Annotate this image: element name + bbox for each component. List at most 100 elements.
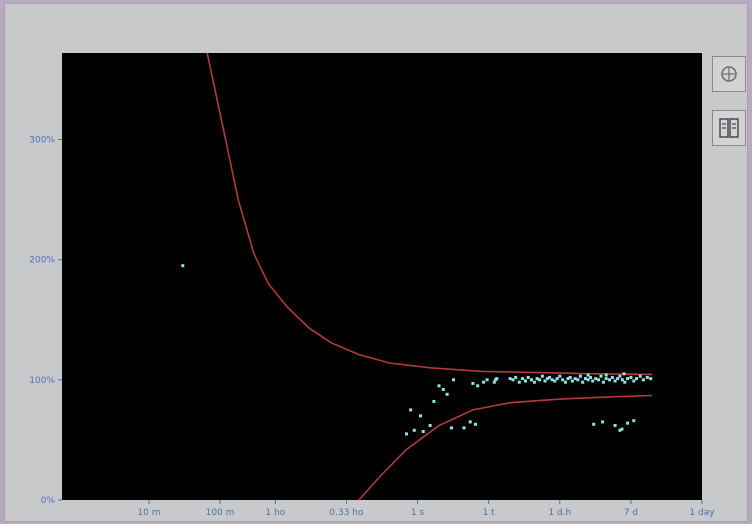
y-axis: 0% 100% 200% 300% bbox=[29, 136, 62, 506]
data-point bbox=[450, 426, 453, 430]
data-point bbox=[492, 380, 496, 384]
data-point bbox=[635, 377, 638, 381]
data-point bbox=[409, 408, 413, 412]
data-point bbox=[538, 378, 542, 382]
data-point bbox=[412, 428, 416, 432]
data-point bbox=[578, 374, 582, 378]
data-point bbox=[604, 373, 608, 377]
data-point bbox=[517, 380, 521, 384]
data-point bbox=[468, 420, 472, 424]
x-tick-label: 1 ho bbox=[265, 508, 285, 518]
data-point bbox=[428, 424, 432, 427]
data-point bbox=[610, 375, 614, 379]
data-point bbox=[586, 373, 590, 377]
data-point bbox=[540, 374, 544, 378]
data-point bbox=[618, 428, 622, 432]
zoom-icon bbox=[721, 66, 737, 82]
data-point bbox=[584, 377, 587, 381]
data-point bbox=[589, 375, 592, 379]
curve-lower bbox=[358, 394, 653, 501]
panel-icon bbox=[719, 118, 739, 138]
data-point bbox=[581, 380, 585, 384]
data-point bbox=[471, 381, 475, 385]
data-point bbox=[432, 400, 436, 403]
data-point bbox=[543, 379, 547, 383]
data-point bbox=[437, 384, 441, 388]
data-point bbox=[561, 378, 565, 382]
data-point bbox=[629, 375, 633, 379]
data-point bbox=[570, 379, 574, 383]
x-axis: 10 m 100 m 1 ho 0.33 ho 1 s 1 t 1 d.h 7 d 1 day bbox=[137, 500, 715, 518]
points-layer bbox=[181, 264, 653, 436]
curves-layer bbox=[206, 52, 653, 501]
data-point bbox=[558, 374, 562, 378]
data-point bbox=[626, 377, 630, 381]
x-tick-label: 1 s bbox=[411, 508, 425, 518]
x-tick-label: 100 m bbox=[206, 508, 235, 518]
data-point bbox=[441, 388, 445, 391]
data-point bbox=[622, 372, 626, 376]
data-point bbox=[599, 374, 603, 378]
data-point bbox=[553, 379, 557, 383]
data-point bbox=[555, 377, 559, 381]
data-point bbox=[548, 375, 552, 379]
plot-area bbox=[62, 53, 702, 500]
data-point bbox=[641, 378, 645, 382]
y-tick-label: 200% bbox=[29, 256, 55, 266]
x-tick-label: 7 d bbox=[624, 508, 638, 518]
data-point bbox=[535, 377, 539, 381]
data-point bbox=[613, 424, 617, 427]
data-point bbox=[601, 420, 605, 424]
data-point bbox=[645, 375, 649, 379]
data-point bbox=[452, 378, 455, 382]
data-point bbox=[616, 377, 620, 381]
data-point bbox=[550, 378, 554, 382]
data-point bbox=[591, 379, 595, 383]
data-point bbox=[485, 378, 489, 382]
data-point bbox=[445, 392, 449, 396]
zoom-button[interactable] bbox=[712, 56, 746, 92]
data-point bbox=[566, 377, 570, 381]
x-tick-label: 1 d.h bbox=[548, 508, 571, 518]
x-tick-label: 0.33 ho bbox=[329, 508, 364, 518]
data-point bbox=[620, 378, 624, 382]
data-point bbox=[594, 377, 598, 381]
y-tick-label: 100% bbox=[29, 376, 55, 386]
data-point bbox=[526, 375, 530, 379]
y-tick-label: 300% bbox=[29, 136, 55, 146]
data-point bbox=[511, 378, 515, 382]
data-point bbox=[532, 380, 536, 384]
data-point bbox=[473, 422, 477, 426]
data-point bbox=[620, 427, 624, 431]
data-point bbox=[638, 374, 642, 378]
data-point bbox=[601, 380, 605, 384]
data-point bbox=[482, 380, 486, 384]
data-point bbox=[181, 264, 185, 268]
x-tick-label: 1 t bbox=[483, 508, 496, 518]
data-point bbox=[508, 377, 512, 381]
curve-upper bbox=[206, 52, 653, 376]
data-point bbox=[563, 380, 567, 384]
data-point bbox=[514, 375, 518, 379]
data-point bbox=[626, 421, 630, 425]
data-point bbox=[632, 419, 636, 423]
panel-button[interactable] bbox=[712, 110, 746, 146]
data-point bbox=[405, 432, 408, 436]
data-point bbox=[495, 377, 499, 381]
data-point bbox=[618, 374, 622, 378]
data-point bbox=[568, 375, 572, 379]
data-point bbox=[462, 426, 466, 430]
data-point bbox=[592, 422, 596, 426]
x-tick-label: 10 m bbox=[137, 508, 160, 518]
x-tick-label: 1 day bbox=[689, 508, 715, 518]
data-point bbox=[421, 430, 425, 433]
data-point bbox=[573, 377, 577, 381]
data-point bbox=[576, 378, 580, 382]
data-point bbox=[597, 378, 600, 382]
data-point bbox=[419, 414, 422, 418]
data-point bbox=[623, 380, 627, 384]
data-point bbox=[476, 384, 480, 388]
data-point bbox=[613, 379, 617, 383]
data-point bbox=[586, 378, 590, 382]
